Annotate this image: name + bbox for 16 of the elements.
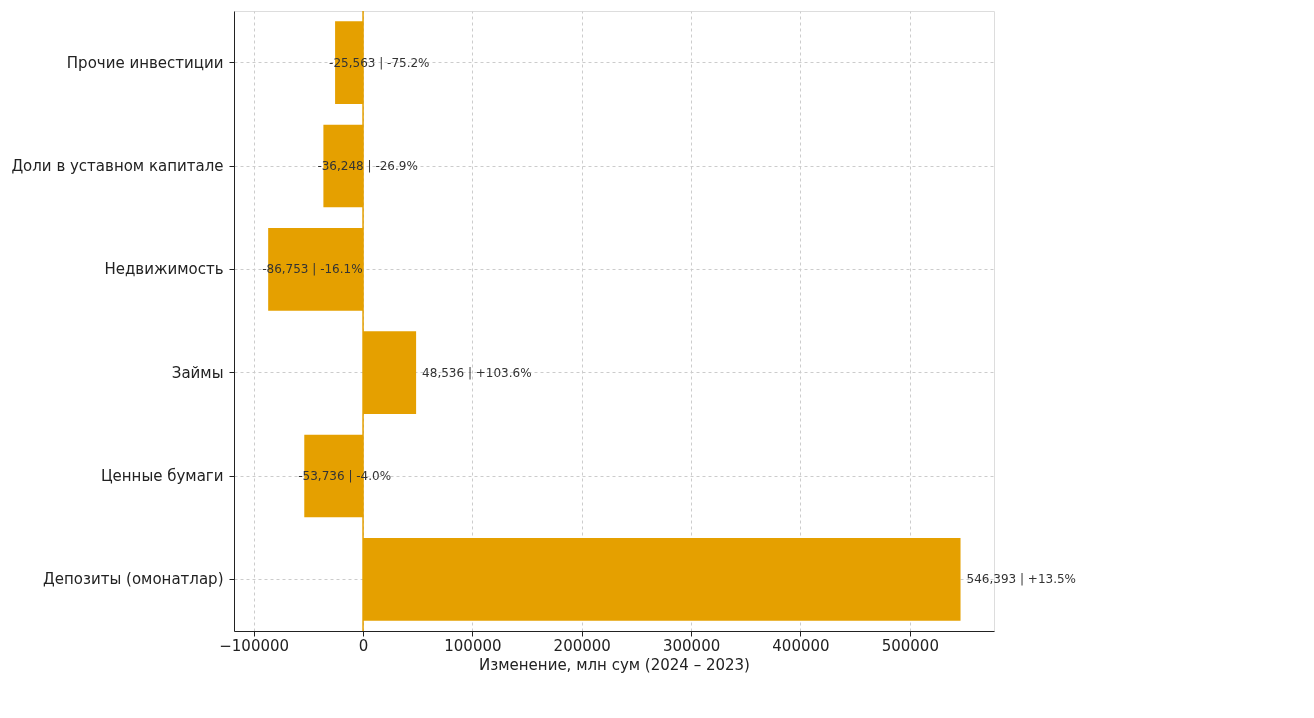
y-tick-label: Ценные бумаги <box>100 467 224 485</box>
x-tick-label: 0 <box>358 636 369 655</box>
data-label: 48,536 | +103.6% <box>422 365 532 380</box>
x-tick-label: 300000 <box>662 636 721 655</box>
x-tick-label: 200000 <box>553 636 611 655</box>
y-tick-label: Доли в уставном капитале <box>11 157 224 175</box>
y-tick-label: Депозиты (омонатлар) <box>43 570 224 589</box>
y-tick-label: Займы <box>171 363 224 382</box>
x-axis-title: Изменение, млн сум (2024 – 2023) <box>479 655 750 674</box>
x-tick-label: 400000 <box>772 636 830 655</box>
y-tick-label: Недвижимость <box>104 260 224 279</box>
data-label: 546,393 | +13.5% <box>966 572 1077 587</box>
x-tick-label: 100000 <box>444 636 502 655</box>
x-tick-label: 500000 <box>881 636 939 655</box>
y-tick-label: Прочие инвестиции <box>66 53 224 72</box>
x-tick-label: −100000 <box>219 636 290 655</box>
